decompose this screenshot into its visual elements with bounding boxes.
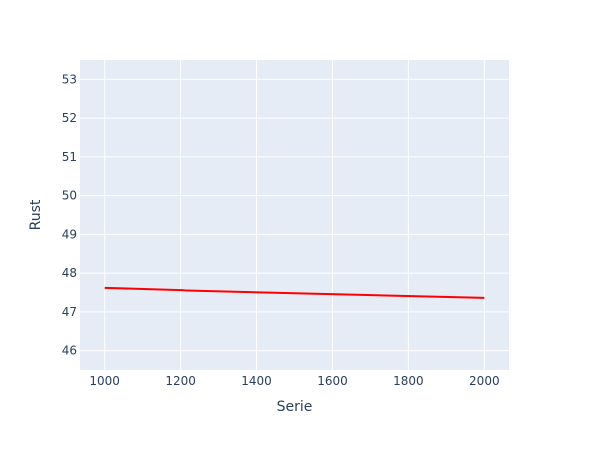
x-tick-label: 2000 <box>469 374 500 388</box>
x-tick-label: 1800 <box>393 374 424 388</box>
x-gridlines <box>104 60 485 370</box>
y-tick-label: 50 <box>62 189 77 203</box>
x-tick-labels: 1000 1200 1400 1600 1800 2000 <box>89 374 499 388</box>
y-tick-label: 49 <box>62 227 77 241</box>
x-tick-label: 1200 <box>165 374 196 388</box>
y-tick-label: 51 <box>62 150 77 164</box>
plot-area <box>80 60 509 370</box>
y-tick-label: 47 <box>62 305 77 319</box>
y-tick-labels: 46 47 48 49 50 51 52 53 <box>62 72 77 357</box>
y-axis-title: Rust <box>28 199 44 230</box>
x-axis-title: Serie <box>277 399 313 415</box>
series-layer <box>104 286 485 299</box>
y-gridlines <box>80 78 509 352</box>
y-tick-label: 52 <box>62 111 77 125</box>
x-tick-label: 1400 <box>241 374 272 388</box>
y-tick-label: 48 <box>62 266 77 280</box>
x-tick-label: 1000 <box>89 374 120 388</box>
x-tick-label: 1600 <box>317 374 348 388</box>
series-line <box>104 286 485 299</box>
y-tick-label: 53 <box>62 72 77 86</box>
y-tick-label: 46 <box>62 344 77 358</box>
